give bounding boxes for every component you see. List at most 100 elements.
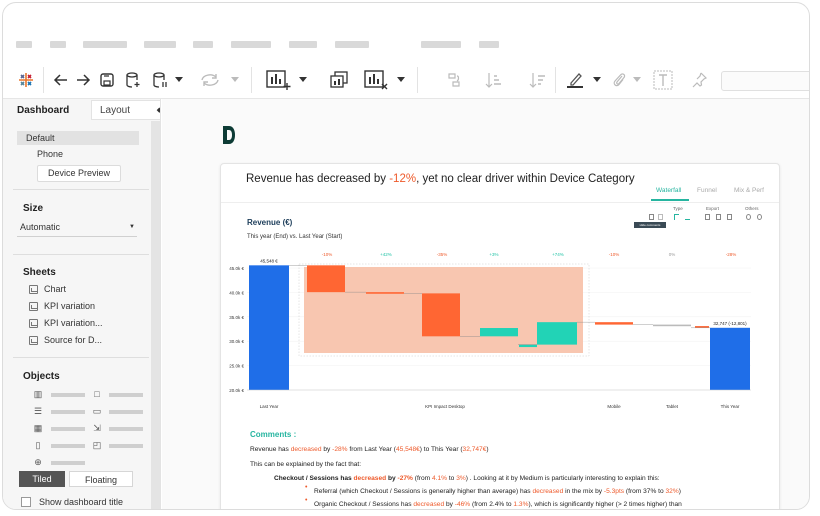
bar-this-year	[710, 327, 750, 390]
show-title-checkbox[interactable]	[21, 497, 31, 507]
tableau-logo-icon[interactable]	[15, 67, 37, 93]
tiled-button[interactable]: Tiled	[19, 471, 65, 487]
save-icon[interactable]	[97, 67, 117, 93]
extension-object-icon[interactable]: ◰	[92, 440, 102, 450]
tab-mix-perf[interactable]: Mix & Perf	[734, 187, 764, 194]
text-object-icon[interactable]: ▦	[33, 423, 43, 433]
export-csv-icon[interactable]	[705, 214, 710, 220]
change-label: 0%	[669, 252, 676, 257]
sidebar-scrollbar[interactable]	[151, 121, 160, 509]
redo-icon[interactable]	[73, 67, 93, 93]
dropdown-icon[interactable]	[591, 67, 603, 93]
chart-subtitle: This year (End) vs. Last Year (Start)	[247, 234, 343, 240]
change-label: -10%	[609, 252, 620, 257]
device-default[interactable]: Default	[17, 131, 139, 145]
export-image-icon[interactable]	[727, 214, 732, 220]
blank-object-icon[interactable]: □	[94, 389, 100, 399]
dashboard-panel: Dashboard Layout ◆ Default Phone Device …	[3, 99, 161, 509]
highlight-icon[interactable]	[563, 67, 587, 93]
undo-icon[interactable]	[51, 67, 71, 93]
waterfall-step-bar	[519, 344, 537, 348]
menu-item[interactable]	[289, 41, 317, 48]
search-input[interactable]	[721, 71, 809, 91]
menu-item[interactable]	[16, 41, 32, 48]
vertical-object-icon[interactable]: ☰	[33, 406, 43, 416]
tab-layout[interactable]: Layout ◆	[91, 100, 160, 120]
sort-descending-icon[interactable]	[527, 67, 549, 93]
settings-icon[interactable]	[746, 214, 751, 220]
menu-item[interactable]	[421, 41, 461, 48]
attach-icon[interactable]	[609, 67, 629, 93]
change-label: -35%	[437, 252, 448, 257]
sheet-item-label: KPI variation...	[44, 318, 103, 328]
duplicate-sheet-icon[interactable]	[327, 67, 351, 93]
dropdown-icon[interactable]	[297, 67, 309, 93]
object-label	[51, 444, 85, 448]
tab-dashboard[interactable]: Dashboard	[17, 105, 70, 116]
waterfall-step-bar	[307, 265, 345, 293]
waterfall-step-bar	[366, 292, 404, 294]
pause-updates-icon[interactable]	[149, 67, 171, 93]
headline-text: , yet no clear driver within Device Cate…	[416, 173, 635, 185]
y-tick-label: 40.0k €	[229, 290, 244, 295]
tree-type-icon[interactable]	[685, 214, 690, 220]
comment-line: Checkout / Sessions has decreased by -27…	[274, 475, 660, 482]
image-object-icon[interactable]: ▯	[35, 440, 41, 450]
comment-icon[interactable]	[649, 214, 654, 220]
new-worksheet-icon[interactable]	[263, 67, 293, 93]
sheet-item[interactable]: KPI variation...	[29, 318, 103, 328]
horizontal-object-icon[interactable]: ▥	[33, 389, 43, 399]
menu-item[interactable]	[50, 41, 66, 48]
object-label	[109, 444, 143, 448]
object-label	[51, 410, 85, 414]
menu-item[interactable]	[193, 41, 213, 48]
size-select[interactable]: Automatic ▼	[17, 219, 137, 237]
sheet-item[interactable]: KPI variation	[29, 301, 95, 311]
worksheet-icon	[29, 335, 38, 345]
text-icon[interactable]	[651, 67, 675, 93]
tab-funnel[interactable]: Funnel	[697, 187, 717, 194]
new-datasource-icon[interactable]	[123, 67, 143, 93]
chevron-down-icon: ▼	[129, 224, 135, 230]
device-phone[interactable]: Phone	[37, 149, 64, 159]
refresh-icon[interactable]	[197, 67, 223, 93]
menu-item[interactable]	[335, 41, 369, 48]
bullet-icon: •	[305, 484, 308, 491]
pin-icon[interactable]	[689, 67, 711, 93]
swap-icon[interactable]	[443, 67, 465, 93]
menu-item[interactable]	[144, 41, 176, 48]
dropdown-icon[interactable]	[173, 67, 185, 93]
device-preview-button[interactable]: Device Preview	[37, 165, 121, 182]
card-headline: Revenue has decreased by -12%, yet no cl…	[246, 173, 635, 185]
clear-sheet-icon[interactable]	[361, 67, 391, 93]
navigation-object-icon[interactable]: ▭	[92, 406, 102, 416]
waterfall-step-bar	[422, 293, 460, 337]
menu-item[interactable]	[479, 41, 499, 48]
sort-ascending-icon[interactable]	[483, 67, 505, 93]
download-object-icon[interactable]: ⇲	[93, 423, 101, 433]
object-label	[51, 393, 85, 397]
waterfall-step-bar	[480, 328, 518, 337]
x-tick-label: Tablet	[666, 404, 679, 409]
web-page-object-icon[interactable]: ⊕	[34, 457, 42, 467]
object-label	[51, 427, 85, 431]
tab-waterfall[interactable]: Waterfall	[656, 187, 682, 194]
waterfall-type-icon[interactable]	[674, 214, 679, 220]
active-tab-indicator	[651, 199, 689, 201]
dropdown-icon[interactable]	[631, 67, 643, 93]
dropdown-icon[interactable]	[229, 67, 241, 93]
sheet-item-label: Source for D...	[44, 335, 103, 345]
menu-item[interactable]	[231, 41, 271, 48]
export-pdf-icon[interactable]	[716, 214, 721, 220]
y-tick-label: 30.0k €	[229, 339, 244, 344]
sheet-item[interactable]: Chart	[29, 284, 66, 294]
show-title-label: Show dashboard title	[39, 497, 124, 507]
floating-button[interactable]: Floating	[69, 471, 133, 487]
filter-icon[interactable]	[658, 214, 663, 220]
updown-icon: ◆	[157, 106, 160, 114]
sheet-item[interactable]: Source for D...	[29, 335, 102, 345]
dropdown-icon[interactable]	[395, 67, 407, 93]
dashboard-canvas: Revenue has decreased by -12%, yet no cl…	[162, 99, 809, 509]
menu-item[interactable]	[83, 41, 127, 48]
share-icon[interactable]	[757, 214, 762, 220]
